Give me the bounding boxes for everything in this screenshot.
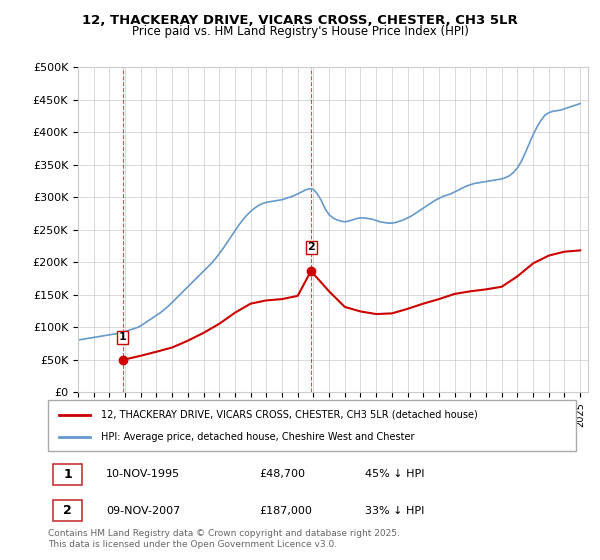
FancyBboxPatch shape [53, 500, 82, 521]
Text: 10-NOV-1995: 10-NOV-1995 [106, 469, 180, 479]
Text: Price paid vs. HM Land Registry's House Price Index (HPI): Price paid vs. HM Land Registry's House … [131, 25, 469, 38]
Text: 12, THACKERAY DRIVE, VICARS CROSS, CHESTER, CH3 5LR: 12, THACKERAY DRIVE, VICARS CROSS, CHEST… [82, 14, 518, 27]
Text: 1: 1 [119, 332, 127, 342]
Text: 1: 1 [63, 468, 72, 481]
Text: Contains HM Land Registry data © Crown copyright and database right 2025.
This d: Contains HM Land Registry data © Crown c… [48, 529, 400, 549]
Text: 45% ↓ HPI: 45% ↓ HPI [365, 469, 424, 479]
Text: £48,700: £48,700 [259, 469, 305, 479]
Text: 33% ↓ HPI: 33% ↓ HPI [365, 506, 424, 516]
FancyBboxPatch shape [48, 400, 576, 451]
Text: £187,000: £187,000 [259, 506, 312, 516]
Text: 09-NOV-2007: 09-NOV-2007 [106, 506, 181, 516]
FancyBboxPatch shape [53, 464, 82, 485]
Text: 2: 2 [63, 505, 72, 517]
Text: 2: 2 [307, 242, 315, 253]
Text: 12, THACKERAY DRIVE, VICARS CROSS, CHESTER, CH3 5LR (detached house): 12, THACKERAY DRIVE, VICARS CROSS, CHEST… [101, 409, 478, 419]
Text: HPI: Average price, detached house, Cheshire West and Chester: HPI: Average price, detached house, Ches… [101, 432, 415, 442]
